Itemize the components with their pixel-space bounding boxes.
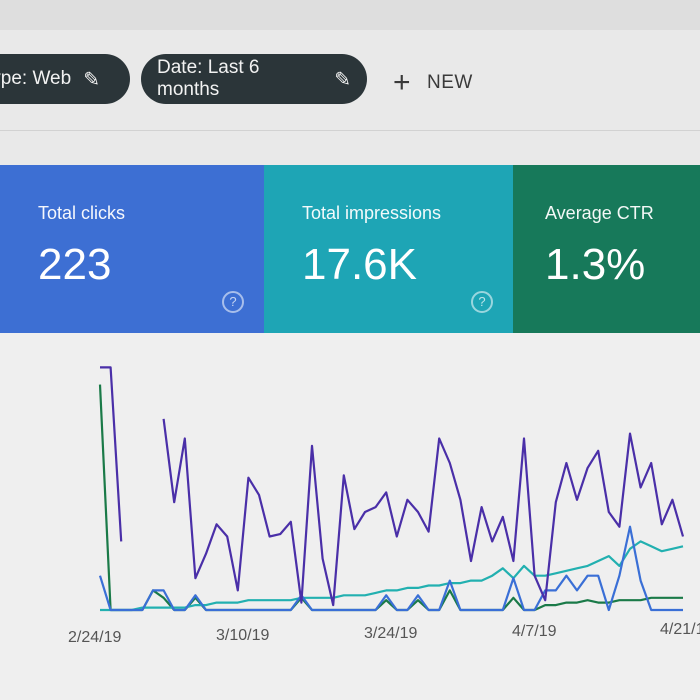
chip-label: type: Web — [0, 68, 72, 89]
help-icon[interactable]: ? — [471, 291, 493, 313]
metric-cards: Total clicks 223 ? Total impressions 17.… — [0, 165, 700, 333]
x-tick-label: 4/7/19 — [512, 623, 557, 640]
filter-bar: type: Web ✎ Date: Last 6 months ✎ + NEW — [0, 52, 700, 122]
help-icon[interactable]: ? — [222, 291, 244, 313]
new-filter-button[interactable]: + NEW — [393, 66, 473, 100]
search-type-filter-chip[interactable]: type: Web ✎ — [0, 54, 130, 104]
total-impressions-card[interactable]: Total impressions 17.6K ? — [264, 165, 513, 333]
chart-plot — [98, 366, 685, 612]
card-value: 223 — [38, 240, 112, 289]
card-value: 1.3% — [545, 240, 646, 289]
pencil-icon[interactable]: ✎ — [83, 68, 100, 91]
plus-icon: + — [393, 66, 412, 99]
browser-top-area — [0, 0, 700, 30]
card-label: Average CTR — [545, 203, 654, 223]
performance-chart: 2/24/19 3/10/19 3/24/19 4/7/19 4/21/19 — [0, 333, 700, 700]
x-tick-label: 3/10/19 — [216, 627, 270, 644]
pencil-icon[interactable]: ✎ — [334, 68, 351, 91]
date-filter-chip[interactable]: Date: Last 6 months ✎ — [141, 54, 367, 104]
chip-label: Date: Last 6 months — [157, 57, 260, 100]
new-label: NEW — [427, 72, 473, 93]
average-ctr-card[interactable]: Average CTR 1.3% — [513, 165, 700, 333]
total-clicks-card[interactable]: Total clicks 223 ? — [0, 165, 264, 333]
x-tick-label: 2/24/19 — [68, 629, 122, 646]
card-label: Total clicks — [38, 203, 126, 223]
card-value: 17.6K — [302, 240, 417, 289]
x-tick-label: 4/21/19 — [660, 621, 700, 638]
card-label: Total impressions — [302, 203, 442, 223]
series-line — [98, 384, 683, 612]
series-line — [100, 540, 684, 612]
x-tick-label: 3/24/19 — [364, 625, 418, 642]
series-line — [98, 525, 683, 612]
divider — [0, 130, 700, 131]
series-line — [100, 366, 685, 607]
